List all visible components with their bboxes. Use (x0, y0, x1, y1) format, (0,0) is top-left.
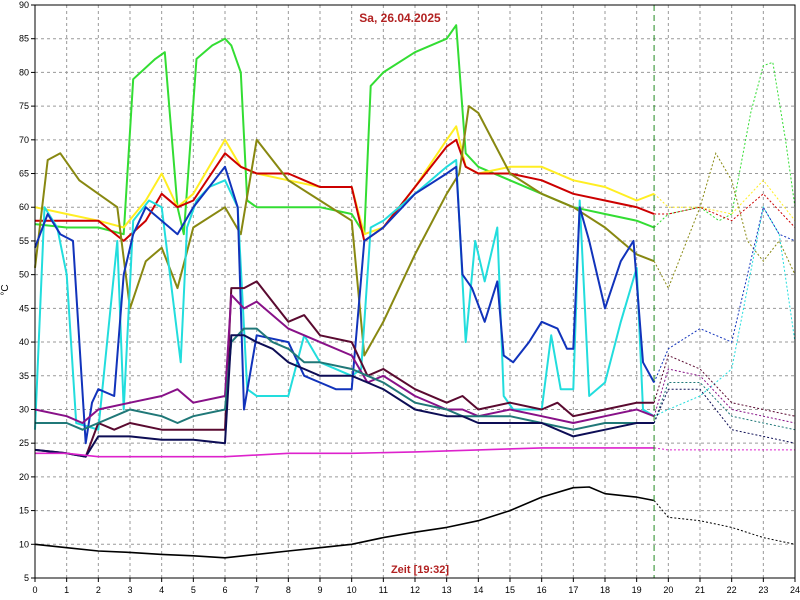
series-line-7 (34, 293, 655, 424)
x-tick-label: 4 (159, 585, 164, 595)
series-forecast-7 (653, 368, 796, 424)
x-tick-label: 17 (568, 585, 578, 595)
x-tick-label: 24 (790, 585, 800, 595)
y-tick-label: 10 (19, 539, 29, 549)
y-tick-label: 85 (19, 34, 29, 44)
x-tick-label: 6 (222, 585, 227, 595)
y-tick-label: 20 (19, 472, 29, 482)
series-line-4 (34, 159, 655, 431)
y-tick-label: 80 (19, 67, 29, 77)
series-forecast-10 (654, 447, 795, 451)
y-tick-label: 65 (19, 169, 29, 179)
series-forecast-11 (653, 500, 796, 545)
x-tick-label: 23 (758, 585, 768, 595)
series-forecast-1 (653, 179, 796, 222)
chart-title: Sa, 26.04.2025 (359, 11, 441, 25)
series-line-11 (34, 486, 655, 559)
x-tick-label: 16 (537, 585, 547, 595)
x-axis-label: Zeit [19:32] (391, 564, 449, 576)
x-tick-label: 2 (96, 585, 101, 595)
y-tick-label: 45 (19, 303, 29, 313)
series-line-3 (34, 105, 655, 357)
y-tick-labels: 5 10 15 20 25 30 35 40 45 50 55 60 65 70 75 80 85 90 (19, 0, 35, 583)
x-tick-label: 20 (663, 585, 673, 595)
x-tick-label: 9 (317, 585, 322, 595)
series-line-2 (35, 138, 655, 242)
y-tick-label: 15 (19, 506, 29, 516)
y-tick-label: 35 (19, 371, 29, 381)
x-tick-labels: 0 1 2 3 4 5 6 7 8 9 10 11 12 13 14 15 16 17 18 19 20 21 22 23 24 (32, 578, 800, 595)
grid (35, 5, 795, 579)
x-tick-label: 14 (473, 585, 483, 595)
y-axis-label: °C (0, 284, 11, 295)
y-tick-label: 70 (19, 135, 29, 145)
series-forecast-6 (653, 354, 796, 417)
series-line-6 (34, 280, 655, 458)
x-tick-label: 7 (254, 585, 259, 595)
series-line-9 (34, 334, 655, 458)
x-tick-label: 10 (347, 585, 357, 595)
series-forecast-0 (653, 61, 796, 228)
y-tick-label: 60 (19, 202, 29, 212)
series-line-8 (35, 327, 655, 431)
x-tick-label: 12 (410, 585, 420, 595)
y-tick-label: 40 (19, 337, 29, 347)
x-tick-label: 1 (64, 585, 69, 595)
x-tick-label: 13 (442, 585, 452, 595)
series-forecast-2 (654, 193, 796, 228)
y-tick-label: 25 (19, 438, 29, 448)
x-tick-label: 15 (505, 585, 515, 595)
series-group (34, 24, 796, 559)
series-forecast-5 (653, 205, 796, 383)
y-tick-label: 30 (19, 404, 29, 414)
series-forecast-8 (653, 382, 796, 431)
x-tick-label: 22 (727, 585, 737, 595)
x-tick-label: 11 (379, 585, 388, 595)
x-tick-label: 0 (32, 585, 37, 595)
series-forecast-9 (653, 388, 796, 444)
series-line-5 (34, 165, 655, 445)
x-tick-label: 3 (127, 585, 132, 595)
plot-frame (34, 4, 796, 579)
series-line-10 (35, 447, 655, 458)
y-tick-label: 50 (19, 270, 29, 280)
x-tick-label: 18 (600, 585, 610, 595)
series-forecast-3 (653, 152, 796, 290)
y-tick-label: 5 (24, 573, 29, 583)
x-tick-label: 19 (632, 585, 642, 595)
x-tick-label: 8 (286, 585, 291, 595)
x-tick-label: 21 (695, 585, 705, 595)
y-tick-label: 55 (19, 236, 29, 246)
series-forecast-4 (653, 205, 796, 417)
x-tick-label: 5 (191, 585, 196, 595)
y-tick-label: 90 (19, 0, 29, 10)
y-tick-label: 75 (19, 101, 29, 111)
